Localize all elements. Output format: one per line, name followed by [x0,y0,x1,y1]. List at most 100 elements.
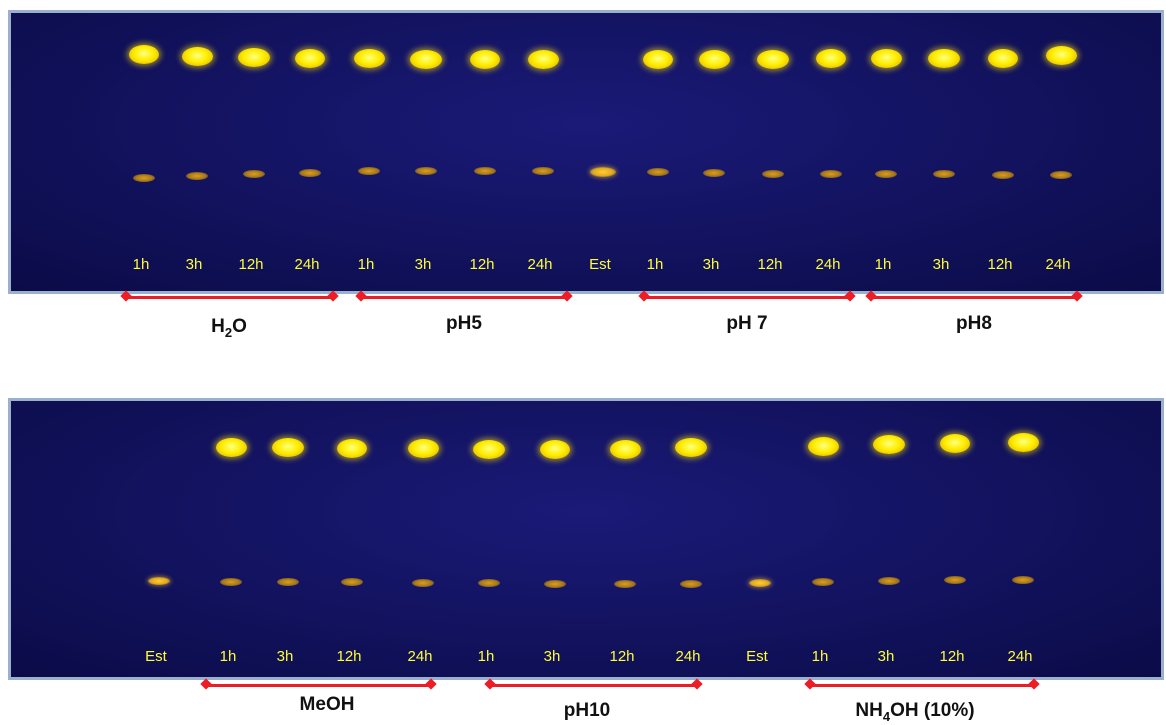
top-lower-spot [703,169,725,177]
bottom-upper-spot [337,439,367,458]
top-upper-spot [238,48,270,67]
bottom-lower-spot [944,576,966,584]
top-standard-spot [590,167,616,177]
top-upper-spot [988,49,1018,68]
bottom-lane-label: Est [746,648,768,665]
top-upper-spot [870,49,902,68]
top-lower-spot [133,174,155,182]
bottom-lane-label: 3h [276,648,294,665]
bottom-standard-spot [148,577,170,585]
bottom-upper-spot [873,435,905,454]
top-upper-spot [129,45,159,64]
top-upper-spot [757,50,789,69]
top-upper-spot [1045,46,1077,65]
top-lane-label: 1h [874,256,892,273]
top-lane-label: 3h [702,256,720,273]
bottom-lane-label: 24h [675,648,701,665]
top-lane-label: 24h [1045,256,1071,273]
group-bracket-meoh [207,684,430,687]
top-lower-spot [762,170,784,178]
bottom-lower-spot [341,578,363,586]
group-bracket-ph8 [872,296,1076,299]
group-label-ph10: pH10 [563,700,611,721]
top-upper-spot [181,47,213,66]
group-label-ph7: pH 7 [726,313,768,334]
bottom-upper-spot [940,434,970,453]
top-upper-spot [295,49,325,68]
bottom-lane-label: 3h [877,648,895,665]
top-lower-spot [358,167,380,175]
top-upper-spot [928,49,960,68]
bottom-lower-spot [478,579,500,587]
group-label-nh4oh: NH4OH (10%) [855,700,975,724]
bottom-upper-spot [215,438,247,457]
bottom-lane-label: 12h [609,648,635,665]
bottom-upper-spot [609,440,641,459]
bottom-lane-label: 1h [811,648,829,665]
group-bracket-ph5 [362,296,566,299]
top-lane-label: 1h [646,256,664,273]
bottom-lane-label: 24h [407,648,433,665]
bottom-lower-spot [544,580,566,588]
top-lane-label: 12h [469,256,495,273]
top-lower-spot [875,170,897,178]
bottom-lower-spot [412,579,434,587]
bottom-lane-label: 12h [939,648,965,665]
top-upper-spot [816,49,846,68]
group-bracket-h2o [127,296,332,299]
top-lower-spot [647,168,669,176]
group-label-h2o: H2O [211,316,247,340]
tlc-plate-top [8,10,1164,294]
bottom-upper-spot [675,438,707,457]
bottom-standard-spot [749,579,771,587]
top-upper-spot [698,50,730,69]
bottom-upper-spot [540,440,570,459]
bottom-lower-spot [277,578,299,586]
bottom-lane-label: 1h [477,648,495,665]
top-lower-spot [820,170,842,178]
group-bracket-nh4oh [811,684,1033,687]
top-lane-label: 3h [414,256,432,273]
bottom-lower-spot [1012,576,1034,584]
group-bracket-ph10 [491,684,696,687]
top-upper-spot [527,50,559,69]
bottom-lower-spot [614,580,636,588]
top-lane-label: 1h [132,256,150,273]
bottom-lane-label: 24h [1007,648,1033,665]
bottom-lane-label: 3h [543,648,561,665]
top-upper-spot [353,49,385,68]
bottom-upper-spot [473,440,505,459]
bottom-upper-spot [807,437,839,456]
top-lane-label: Est [589,256,611,273]
top-lower-spot [532,167,554,175]
top-lower-spot [933,170,955,178]
bottom-lower-spot [812,578,834,586]
top-lower-spot [1050,171,1072,179]
top-upper-spot [643,50,673,69]
top-lower-spot [415,167,437,175]
top-lane-label: 12h [757,256,783,273]
bottom-upper-spot [272,438,304,457]
bottom-upper-spot [1007,433,1039,452]
bottom-lane-label: Est [145,648,167,665]
top-lower-spot [299,169,321,177]
bottom-lower-spot [878,577,900,585]
top-lower-spot [243,170,265,178]
top-upper-spot [410,50,442,69]
group-label-meoh: MeOH [299,694,355,715]
top-lane-label: 24h [527,256,553,273]
bottom-upper-spot [407,439,439,458]
group-label-ph8: pH8 [956,313,992,334]
top-lower-spot [992,171,1014,179]
top-upper-spot [470,50,500,69]
group-bracket-ph7 [645,296,849,299]
bottom-lane-label: 1h [219,648,237,665]
group-label-ph5: pH5 [446,313,482,334]
top-lane-label: 24h [815,256,841,273]
top-lane-label: 12h [238,256,264,273]
bottom-lane-label: 12h [336,648,362,665]
tlc-plate-bottom [8,398,1164,680]
top-lane-label: 3h [932,256,950,273]
bottom-lower-spot [680,580,702,588]
top-lane-label: 24h [294,256,320,273]
